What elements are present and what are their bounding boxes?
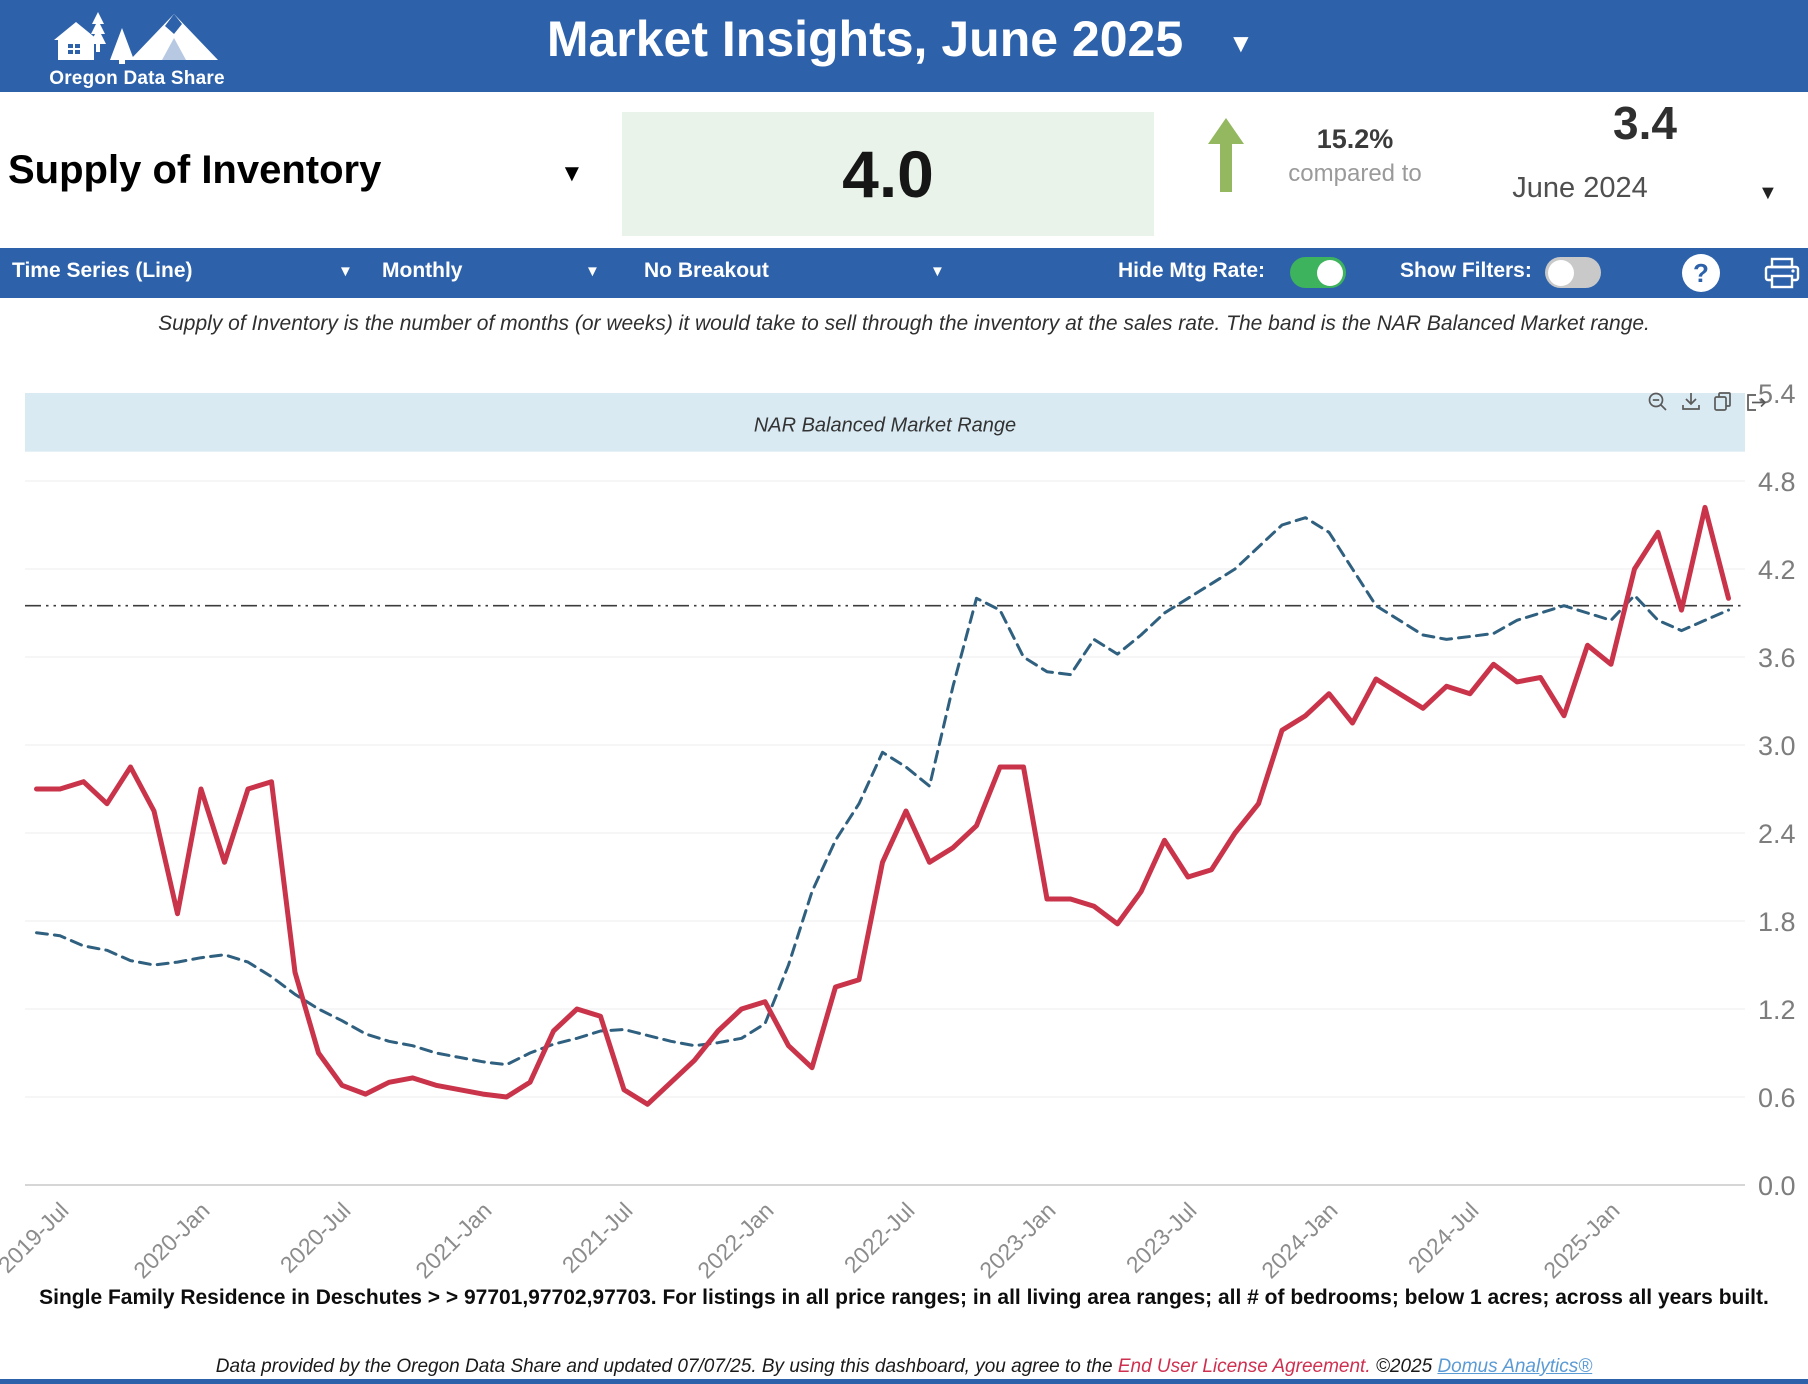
- logo-text: Oregon Data Share: [49, 68, 225, 89]
- current-value-box: 4.0: [622, 112, 1154, 236]
- export-icon[interactable]: [1747, 394, 1767, 411]
- change-note: compared to: [1288, 160, 1422, 187]
- svg-text:2024-Jan: 2024-Jan: [1256, 1197, 1342, 1283]
- title-chevron-down-icon[interactable]: [1228, 28, 1254, 59]
- svg-text:2024-Jul: 2024-Jul: [1403, 1197, 1484, 1278]
- metric-selector-label[interactable]: Supply of Inventory: [8, 148, 382, 192]
- svg-text:0.6: 0.6: [1758, 1083, 1796, 1113]
- svg-text:4.2: 4.2: [1758, 555, 1796, 585]
- svg-text:2021-Jul: 2021-Jul: [557, 1197, 638, 1278]
- bottom-accent-bar: [0, 1379, 1808, 1384]
- license-link[interactable]: End User License Agreement.: [1117, 1356, 1371, 1377]
- chart-type-dropdown[interactable]: Time Series (Line): [12, 259, 193, 282]
- svg-text:2023-Jan: 2023-Jan: [974, 1197, 1060, 1283]
- chart-toolbar: Time Series (Line) Monthly No Breakout H…: [0, 248, 1808, 298]
- brand-link[interactable]: Domus Analytics®: [1437, 1356, 1593, 1377]
- metric-chevron-down-icon[interactable]: [560, 160, 584, 188]
- compare-value: 3.4: [1613, 97, 1677, 149]
- page-title: Market Insights, June 2025: [546, 11, 1184, 67]
- supply-of-inventory-chart: NAR Balanced Market Range5.44.84.23.63.0…: [0, 379, 1796, 1283]
- svg-text:2023-Jul: 2023-Jul: [1121, 1197, 1202, 1278]
- svg-text:2020-Jan: 2020-Jan: [128, 1197, 214, 1283]
- mtg-rate-line: [35, 516, 1730, 1067]
- compare-period-chevron-down-icon[interactable]: [1758, 182, 1778, 205]
- svg-text:2021-Jan: 2021-Jan: [410, 1197, 496, 1283]
- svg-text:3.6: 3.6: [1758, 643, 1796, 673]
- credit-text: Data provided by the Oregon Data Share a…: [215, 1356, 1118, 1377]
- svg-text:1.2: 1.2: [1758, 995, 1796, 1025]
- hide-mtg-rate-toggle[interactable]: [1290, 257, 1346, 288]
- zoom-out-icon[interactable]: [1648, 392, 1667, 411]
- logo-mountain-icon: [54, 12, 218, 64]
- up-arrow-icon: [1208, 118, 1244, 192]
- frequency-dropdown[interactable]: Monthly: [382, 259, 463, 282]
- svg-text:2025-Jan: 2025-Jan: [1538, 1197, 1624, 1283]
- svg-text:2020-Jul: 2020-Jul: [275, 1197, 356, 1278]
- help-button[interactable]: ?: [1682, 254, 1720, 292]
- frequency-chevron-down-icon[interactable]: [585, 263, 600, 280]
- breakout-dropdown[interactable]: No Breakout: [644, 259, 769, 282]
- credit-mid: ©2025: [1370, 1356, 1438, 1377]
- hide-mtg-rate-label: Hide Mtg Rate:: [1118, 259, 1265, 282]
- svg-text:2019-Jul: 2019-Jul: [0, 1197, 74, 1278]
- show-filters-label: Show Filters:: [1400, 259, 1532, 282]
- data-credit: Data provided by the Oregon Data Share a…: [0, 1356, 1808, 1378]
- compare-period-selector[interactable]: June 2024: [1512, 172, 1648, 204]
- change-percent: 15.2%: [1316, 124, 1394, 154]
- show-filters-toggle[interactable]: [1545, 257, 1601, 288]
- breakout-chevron-down-icon[interactable]: [930, 263, 945, 280]
- print-icon[interactable]: [1764, 257, 1800, 289]
- svg-text:0.0: 0.0: [1758, 1171, 1796, 1201]
- copy-icon[interactable]: [1714, 392, 1731, 411]
- band-label: NAR Balanced Market Range: [754, 415, 1016, 437]
- svg-text:2022-Jan: 2022-Jan: [692, 1197, 778, 1283]
- svg-text:1.8: 1.8: [1758, 907, 1796, 937]
- svg-text:4.8: 4.8: [1758, 467, 1796, 497]
- svg-text:2.4: 2.4: [1758, 819, 1796, 849]
- svg-text:2022-Jul: 2022-Jul: [839, 1197, 920, 1278]
- app-header: Oregon Data Share Market Insights, June …: [0, 0, 1808, 92]
- supply-line: [34, 504, 1731, 1107]
- oregon-data-share-logo: Oregon Data Share: [22, 4, 252, 90]
- filter-summary: Single Family Residence in Deschutes > >…: [39, 1286, 1769, 1309]
- download-icon[interactable]: [1682, 393, 1700, 410]
- svg-text:3.0: 3.0: [1758, 731, 1796, 761]
- chart-type-chevron-down-icon[interactable]: [338, 263, 353, 280]
- metric-description: Supply of Inventory is the number of mon…: [158, 312, 1650, 335]
- current-value: 4.0: [842, 137, 934, 211]
